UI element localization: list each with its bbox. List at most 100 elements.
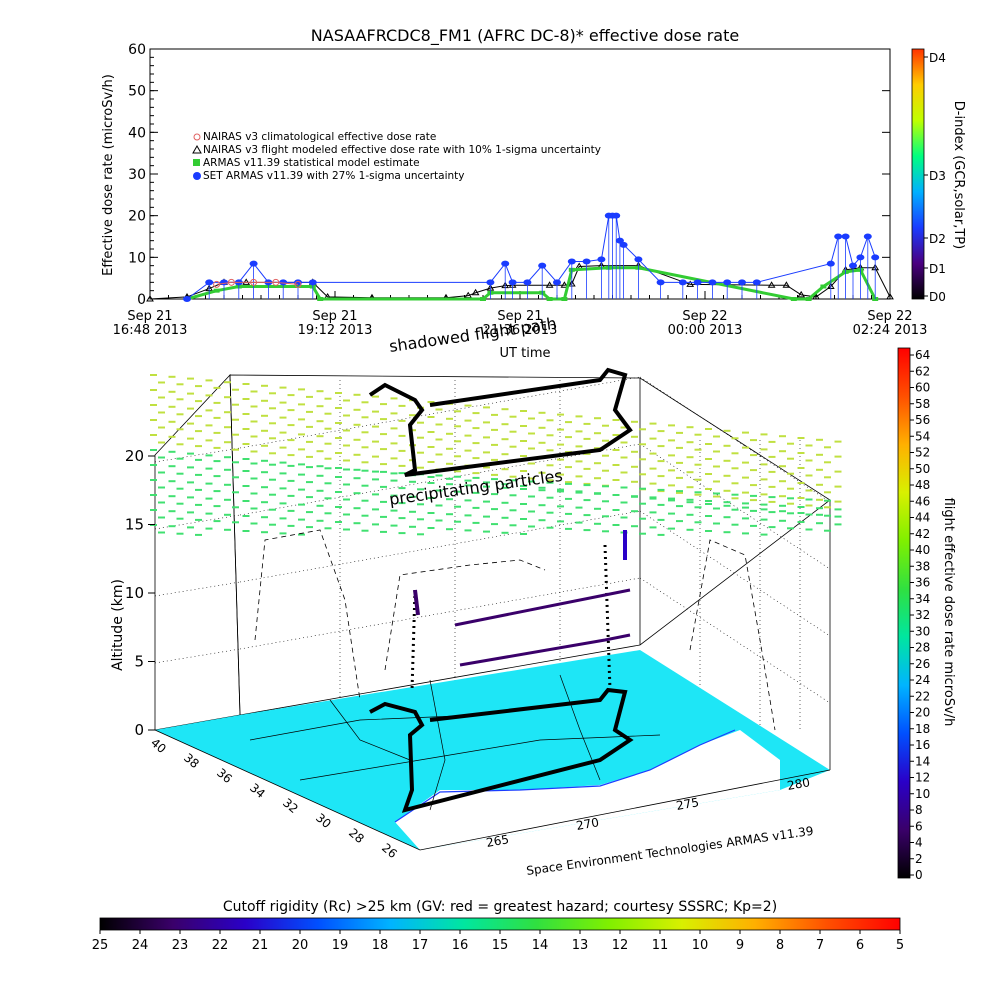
data-point [561, 297, 568, 301]
rigidity-tick-label: 22 [212, 938, 229, 953]
legend-marker [193, 133, 201, 141]
altitude-tick-label: 0 [134, 721, 144, 739]
y-tick-label: 60 [128, 42, 146, 58]
dose-tick-label: 64 [915, 348, 930, 362]
data-point [546, 297, 553, 301]
y-tick-label: 10 [128, 250, 146, 266]
rigidity-tick-label: 21 [252, 938, 269, 953]
y-tick-label: 20 [128, 209, 146, 225]
legend-marker [193, 159, 200, 166]
legend-label: ARMAS v11.39 statistical model estimate [203, 157, 420, 169]
data-point [213, 280, 221, 288]
dose-tick-label: 22 [915, 689, 930, 703]
dose-tick-label: 14 [915, 754, 930, 768]
flight-path-top [368, 367, 633, 477]
series-2 [183, 212, 880, 302]
legend-item: SET ARMAS v11.39 with 27% 1-sigma uncert… [193, 170, 465, 182]
dose-tick-label: 24 [915, 673, 930, 687]
data-point [294, 280, 302, 288]
gridline-left [154, 581, 241, 597]
d-index-ticks: D4 D3 D2 D1 D0 [924, 51, 946, 304]
data-point [183, 296, 191, 302]
x-tick-label-time: 21:36 2013 [483, 323, 558, 338]
altitude-tick-label: 15 [125, 516, 144, 534]
latitude-tick-label: 38 [181, 751, 202, 772]
longitude-tick-label: 265 [485, 832, 510, 850]
rigidity-tick-label: 10 [692, 938, 709, 953]
precipitating-particles-field [150, 374, 842, 536]
dose-tick-label: 34 [915, 592, 930, 606]
legend-item: NAIRAS v3 climatological effective dose … [193, 131, 436, 143]
latitude-tick-label: 36 [214, 766, 235, 787]
d-index-tick-label: D2 [929, 232, 946, 246]
rigidity-tick-label: 8 [776, 938, 784, 953]
x-axis-label: UT time [500, 346, 551, 361]
dose-tick-label: 62 [915, 364, 930, 378]
flight-segment-mid-1 [454, 588, 631, 627]
x-tick-label-date: Sep 21 [312, 309, 357, 324]
state-border-2 [299, 734, 661, 781]
dose-tick-label: 46 [915, 494, 930, 508]
dose-tick-label: 16 [915, 738, 930, 752]
data-point [805, 297, 812, 301]
data-point [250, 278, 258, 286]
dose-tick-label: 0 [915, 868, 923, 882]
y-tick-label: 50 [128, 84, 146, 100]
rigidity-tick-label: 18 [372, 938, 389, 953]
attribution-label: Space Environment Technologies ARMAS v11… [525, 824, 814, 878]
rigidity-tick-label: 16 [452, 938, 469, 953]
d-index-tick-label: D0 [929, 290, 946, 304]
dose-tick-label: 32 [915, 608, 930, 622]
dose-tick-label: 28 [915, 641, 930, 655]
dose-tick-label: 18 [915, 722, 930, 736]
dose-colorbar-label: flight effective dose rate microSv/h [941, 498, 956, 727]
data-point [767, 281, 776, 288]
y-axis-label: Effective dose rate (microSv/h) [101, 74, 116, 276]
altitude-ticks: 0 5 10 15 20 [125, 447, 155, 739]
dose-tick-label: 60 [915, 381, 930, 395]
dose-tick-label: 2 [915, 852, 923, 866]
latitude-tick-label: 26 [379, 841, 400, 862]
rigidity-colorbar: Cutoff rigidity (Rc) >25 km (GV: red = g… [92, 899, 904, 953]
rigidity-tick-label: 9 [736, 938, 744, 953]
dose-tick-label: 10 [915, 787, 930, 801]
d-index-tick-label: D3 [929, 169, 946, 183]
data-point [272, 278, 280, 286]
data-point [820, 284, 827, 289]
rigidity-colorbar-bar [99, 917, 901, 931]
gridline-back [239, 376, 641, 449]
latitude-tick-label: 40 [148, 736, 169, 757]
rigidity-tick-label: 5 [896, 938, 904, 953]
altitude-tick-label: 5 [134, 653, 144, 671]
x-tick-label-time: 19:12 2013 [298, 323, 373, 338]
legend-marker [193, 172, 201, 180]
data-point [686, 280, 695, 287]
y-axis-ticks: 0 10 20 30 40 50 60 [128, 42, 890, 308]
longitude-tick-label: 270 [575, 815, 600, 833]
dose-tick-label: 8 [915, 803, 923, 817]
legend: NAIRAS v3 climatological effective dose … [192, 131, 601, 182]
d-index-tick-label: D1 [929, 262, 946, 276]
x-tick-label-date: Sep 21 [127, 309, 172, 324]
flight-segment-mid-3 [413, 589, 420, 616]
flight-curtain-a [410, 589, 417, 691]
data-point [480, 297, 486, 301]
gridline-right [639, 510, 831, 637]
latitude-tick-label: 32 [280, 796, 301, 817]
rigidity-tick-label: 12 [612, 938, 629, 953]
dose-tick-label: 52 [915, 446, 930, 460]
dose-tick-label: 38 [915, 559, 930, 573]
rigidity-title: Cutoff rigidity (Rc) >25 km (GV: red = g… [223, 899, 777, 915]
rigidity-tick-label: 15 [492, 938, 509, 953]
d-index-label: D-index (GCR,solar,TP) [951, 101, 966, 249]
rigidity-ticks: 25 24 23 22 21 20 19 18 17 16 15 14 13 12 11 10 9 8 7 6 5 [92, 930, 904, 953]
rigidity-tick-label: 17 [412, 938, 429, 953]
data-point [146, 295, 154, 302]
wall-gridlines [154, 376, 831, 730]
gulf-water [395, 730, 780, 850]
latitude-tick-label: 34 [247, 781, 268, 802]
series-3 [213, 278, 302, 288]
flight-segment-mid-2 [459, 633, 631, 667]
legend-marker [192, 144, 202, 154]
